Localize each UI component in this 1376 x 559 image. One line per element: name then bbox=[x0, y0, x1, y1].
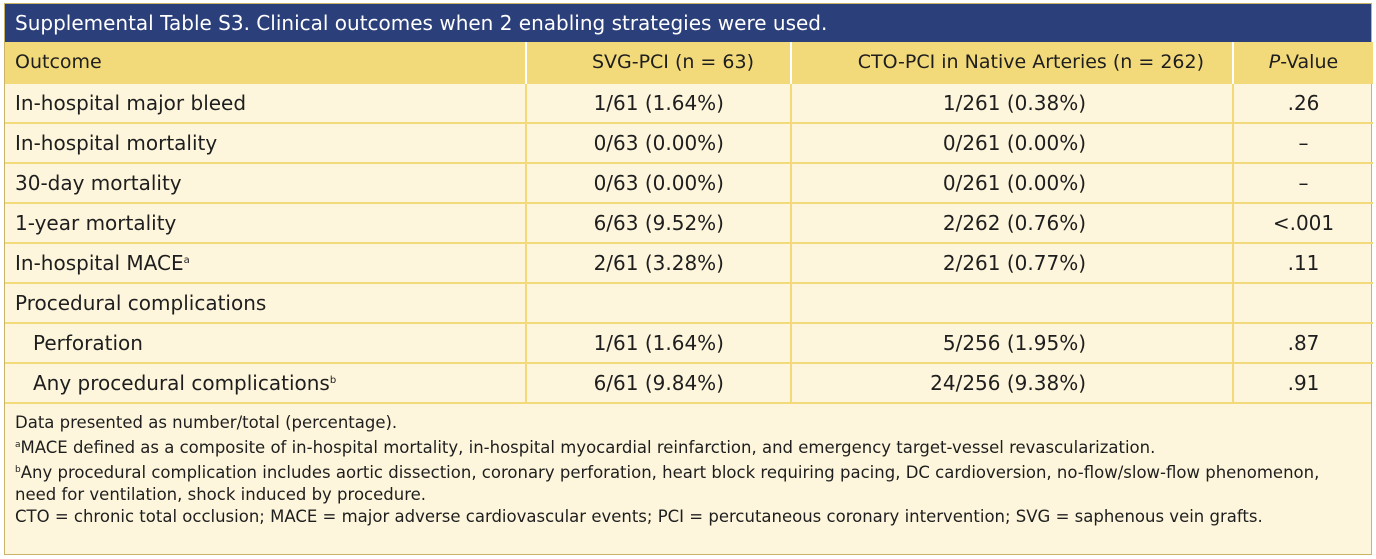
table-row: In-hospital MACEa 2/61 (3.28%) 2/261 (0.… bbox=[5, 242, 1373, 283]
table-row: In-hospital mortality 0/63 (0.00%) 0/261… bbox=[5, 122, 1373, 163]
row-label-text: Any procedural complications bbox=[33, 371, 330, 395]
cell-svg: 1/61 (1.64%) bbox=[526, 82, 792, 123]
cell-svg: 2/61 (3.28%) bbox=[526, 242, 792, 283]
row-label: 1-year mortality bbox=[5, 202, 527, 243]
table-row: Procedural complications bbox=[5, 282, 1373, 323]
header-cto-pci: CTO-PCI in Native Arteries (n = 262) bbox=[791, 42, 1234, 83]
row-label-text: Perforation bbox=[33, 331, 143, 355]
table-container: Supplemental Table S3. Clinical outcomes… bbox=[4, 3, 1373, 555]
footnote-a: aMACE defined as a composite of in-hospi… bbox=[15, 434, 1361, 459]
table-row: Any procedural complicationsb 6/61 (9.84… bbox=[5, 362, 1373, 402]
row-label-text: In-hospital MACE bbox=[15, 251, 184, 275]
header-outcome: Outcome bbox=[5, 42, 527, 83]
cell-cto: 2/262 (0.76%) bbox=[791, 202, 1234, 243]
cell-p: .11 bbox=[1233, 242, 1373, 283]
cell-svg: 0/63 (0.00%) bbox=[526, 162, 792, 203]
header-row: Outcome SVG-PCI (n = 63) CTO-PCI in Nati… bbox=[5, 42, 1373, 83]
table-row: Perforation 1/61 (1.64%) 5/256 (1.95%) .… bbox=[5, 322, 1373, 363]
cell-p: – bbox=[1233, 162, 1373, 203]
table-row: 30-day mortality 0/63 (0.00%) 0/261 (0.0… bbox=[5, 162, 1373, 203]
row-label: Procedural complications bbox=[5, 282, 527, 323]
row-label-text: In-hospital mortality bbox=[15, 131, 218, 155]
footnote-b-marker: b bbox=[15, 465, 21, 475]
row-label-text: Procedural complications bbox=[15, 291, 267, 315]
cell-svg: 6/63 (9.52%) bbox=[526, 202, 792, 243]
header-svg-pci: SVG-PCI (n = 63) bbox=[526, 42, 792, 83]
cell-p: <.001 bbox=[1233, 202, 1373, 243]
row-label: In-hospital major bleed bbox=[5, 82, 527, 123]
row-label: In-hospital mortality bbox=[5, 122, 527, 163]
row-label: 30-day mortality bbox=[5, 162, 527, 203]
table-row: In-hospital major bleed 1/61 (1.64%) 1/2… bbox=[5, 82, 1373, 123]
cell-p bbox=[1233, 282, 1373, 323]
footnote-data-format: Data presented as number/total (percenta… bbox=[15, 413, 398, 432]
cell-svg: 0/63 (0.00%) bbox=[526, 122, 792, 163]
footnote-b-text: Any procedural complication includes aor… bbox=[15, 463, 1320, 504]
cell-cto: 5/256 (1.95%) bbox=[791, 322, 1234, 363]
row-label-text: 30-day mortality bbox=[15, 171, 182, 195]
cell-cto: 0/261 (0.00%) bbox=[791, 162, 1234, 203]
cell-cto: 2/261 (0.77%) bbox=[791, 242, 1234, 283]
cell-cto: 0/261 (0.00%) bbox=[791, 122, 1234, 163]
footnote-a-marker: a bbox=[15, 440, 21, 450]
cell-cto bbox=[791, 282, 1234, 323]
cell-cto: 1/261 (0.38%) bbox=[791, 82, 1234, 123]
table-row: 1-year mortality 6/63 (9.52%) 2/262 (0.7… bbox=[5, 202, 1373, 243]
outcomes-table: Outcome SVG-PCI (n = 63) CTO-PCI in Nati… bbox=[5, 42, 1373, 402]
cell-p: – bbox=[1233, 122, 1373, 163]
header-p-rest: -Value bbox=[1280, 51, 1339, 73]
cell-p: .91 bbox=[1233, 362, 1373, 402]
footnote-b: bAny procedural complication includes ao… bbox=[15, 459, 1361, 506]
row-label: Any procedural complicationsb bbox=[5, 362, 527, 402]
footnote-abbreviations: CTO = chronic total occlusion; MACE = ma… bbox=[15, 507, 1263, 526]
footnote-a-text: MACE defined as a composite of in-hospit… bbox=[20, 438, 1156, 457]
row-label: In-hospital MACEa bbox=[5, 242, 527, 283]
footnote-marker: a bbox=[183, 255, 190, 266]
cell-svg: 1/61 (1.64%) bbox=[526, 322, 792, 363]
footnote-marker: b bbox=[329, 375, 337, 386]
table-title: Supplemental Table S3. Clinical outcomes… bbox=[5, 4, 1371, 42]
row-label-text: In-hospital major bleed bbox=[15, 91, 247, 115]
header-p-italic: P bbox=[1268, 51, 1281, 73]
row-label: Perforation bbox=[5, 322, 527, 363]
cell-svg bbox=[526, 282, 792, 323]
cell-svg: 6/61 (9.84%) bbox=[526, 362, 792, 402]
row-label-text: 1-year mortality bbox=[15, 211, 177, 235]
cell-cto: 24/256 (9.38%) bbox=[791, 362, 1234, 402]
table-footnotes: Data presented as number/total (percenta… bbox=[5, 402, 1371, 528]
cell-p: .26 bbox=[1233, 82, 1373, 123]
cell-p: .87 bbox=[1233, 322, 1373, 363]
header-p-value: P-Value bbox=[1233, 42, 1373, 83]
